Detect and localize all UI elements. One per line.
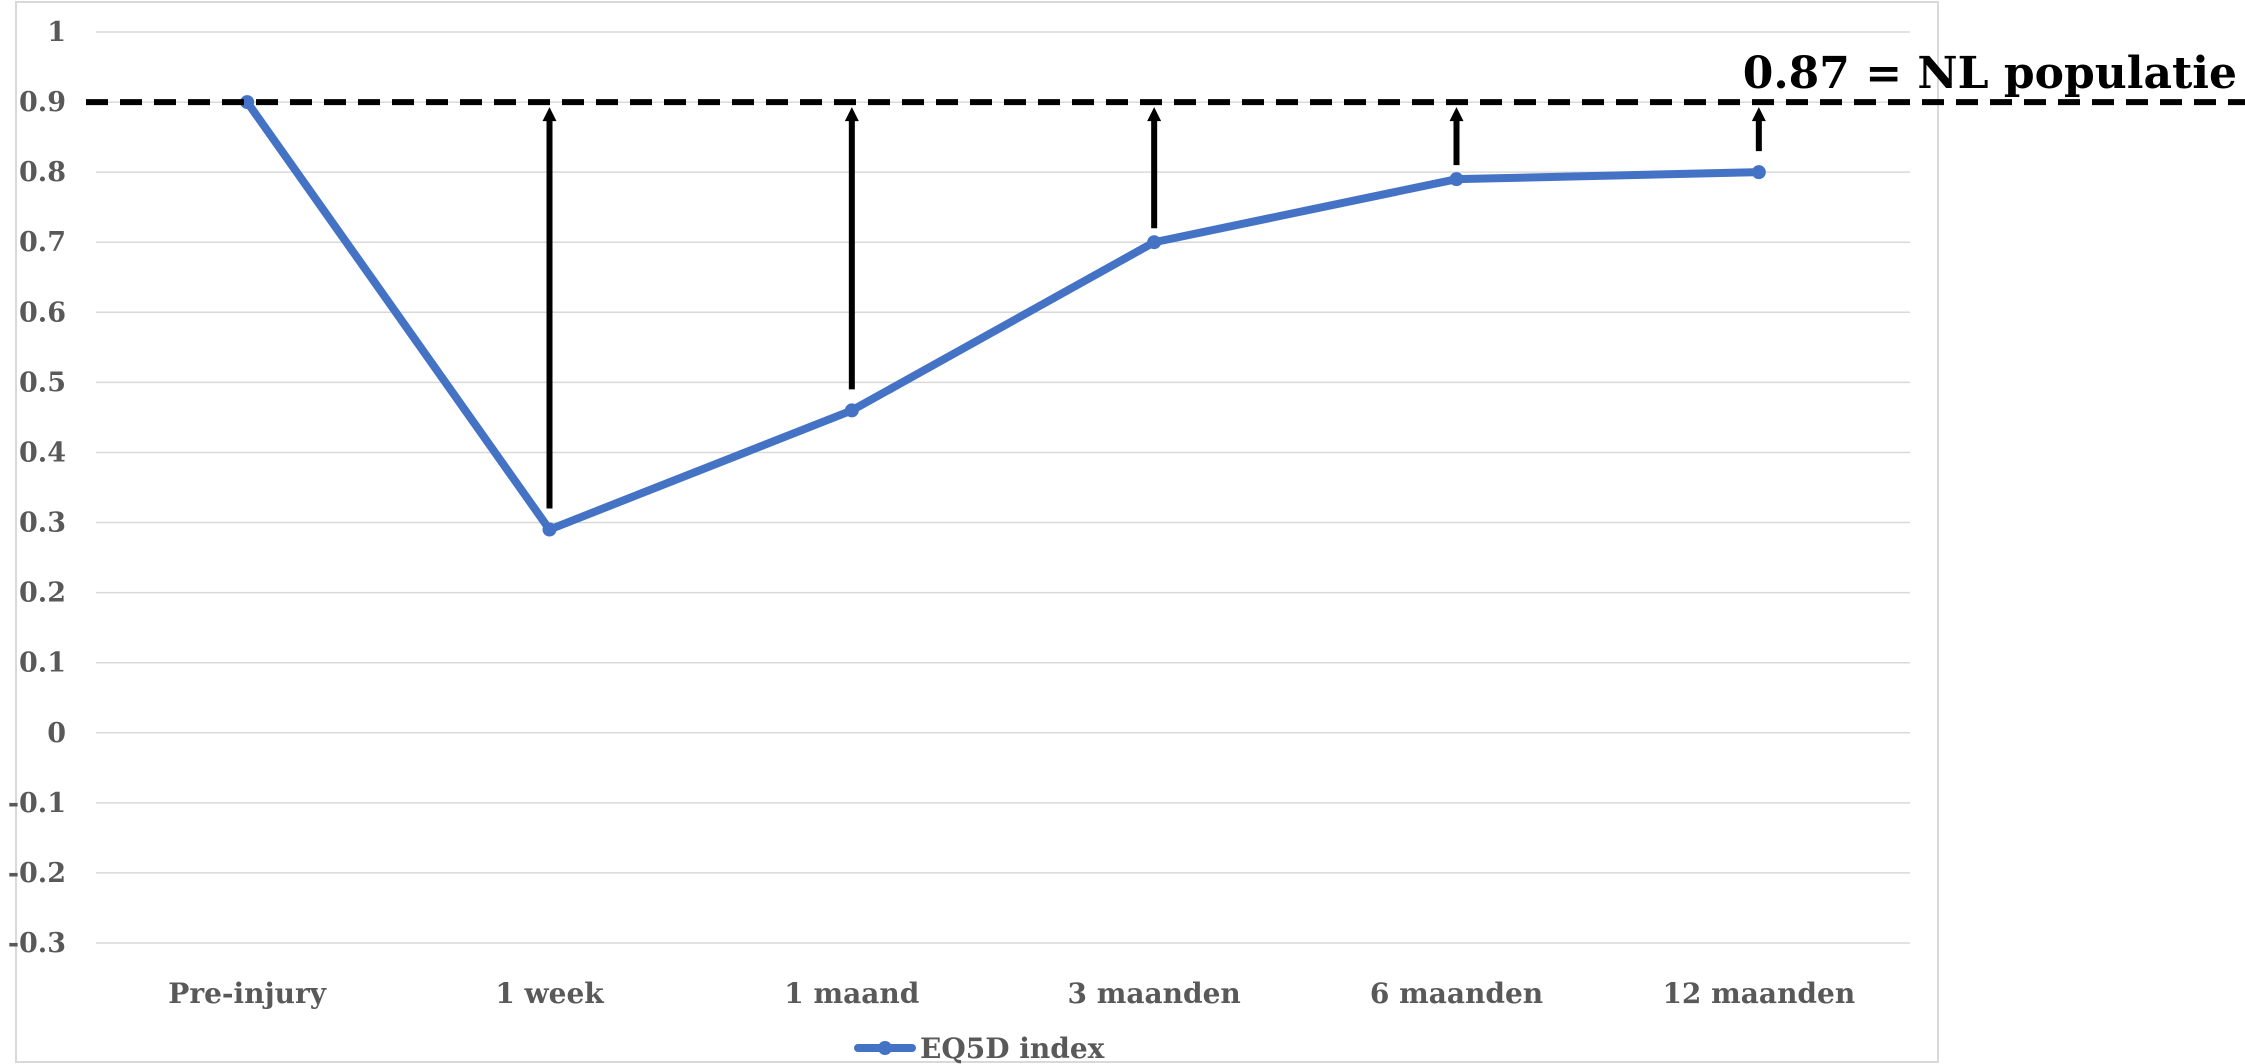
gap-arrow-head	[1147, 107, 1162, 122]
gap-arrows	[542, 107, 1766, 509]
legend-swatch-marker	[878, 1041, 892, 1055]
gap-arrow-head	[844, 107, 859, 122]
y-tick-label: 0.5	[19, 367, 66, 398]
data-point	[240, 95, 255, 110]
series-layer	[240, 95, 1766, 537]
y-tick-label: 0.2	[19, 578, 66, 609]
y-tick-label: 0.8	[19, 157, 66, 188]
y-tick-label: 0.7	[19, 227, 66, 258]
legend: EQ5D index	[854, 1032, 1105, 1064]
y-tick-label: 0.6	[19, 297, 66, 328]
data-point	[1751, 165, 1766, 180]
y-tick-label: -0.3	[8, 928, 66, 959]
y-tick-label: -0.1	[8, 788, 66, 819]
gap-arrow-head	[1751, 107, 1766, 122]
data-point	[542, 522, 557, 537]
series-line	[243, 98, 1763, 534]
legend-label: EQ5D index	[920, 1032, 1105, 1064]
x-tick-label: Pre-injury	[168, 977, 326, 1010]
y-tick-label: 1	[47, 17, 66, 48]
x-tick-label: 1 maand	[784, 977, 919, 1010]
data-point	[1449, 172, 1464, 187]
y-axis: 1 0.9 0.8 0.7 0.6 0.5 0.4 0.3 0.2 0.1 0 -0.1 -0.2 -0.…	[8, 17, 66, 959]
plot-frame	[15, 1, 1939, 1063]
reference-line-label: 0.87 = NL populatie	[1743, 48, 2237, 99]
y-tick-label: 0.3	[19, 508, 66, 539]
y-tick-label: -0.2	[8, 858, 66, 889]
x-axis: Pre-injury 1 week 1 maand 3 maanden 6 maande…	[168, 977, 1855, 1010]
gap-arrow-head	[1449, 107, 1464, 122]
y-tick-label: 0.4	[19, 437, 66, 468]
y-tick-label: 0.1	[19, 648, 66, 679]
x-tick-label: 12 maanden	[1662, 977, 1855, 1010]
gap-arrow-head	[542, 107, 557, 122]
y-tick-label: 0.9	[19, 87, 66, 118]
data-point	[1147, 235, 1162, 250]
y-tick-label: 0	[47, 718, 66, 749]
data-point	[844, 403, 859, 418]
x-tick-label: 3 maanden	[1068, 977, 1241, 1010]
x-tick-label: 1 week	[495, 977, 604, 1010]
x-tick-label: 6 maanden	[1370, 977, 1543, 1010]
reference-line-group: 0.87 = NL populatie	[86, 48, 2245, 106]
